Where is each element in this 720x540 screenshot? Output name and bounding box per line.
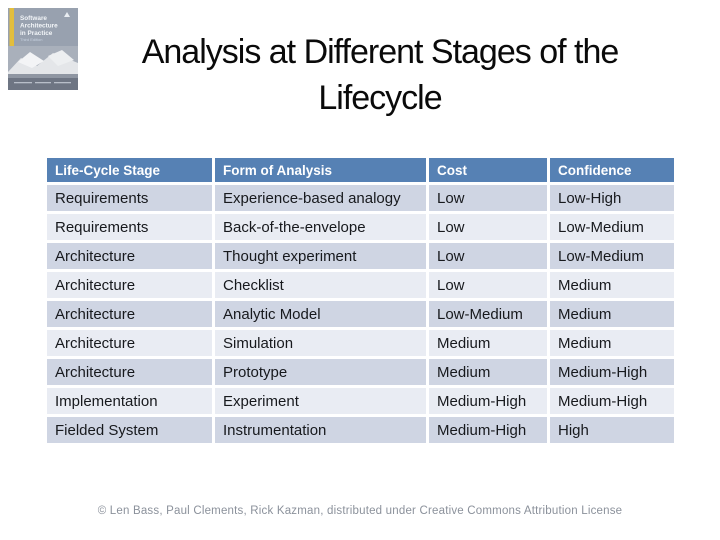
table-header-row: Life-Cycle Stage Form of Analysis Cost Conf… <box>47 158 674 182</box>
table-cell: Medium-High <box>550 388 674 414</box>
table-row: Architecture Thought experiment Low Low-Med… <box>47 243 674 269</box>
table-cell: Analytic Model <box>215 301 426 327</box>
table-cell: High <box>550 417 674 443</box>
table-cell: Architecture <box>47 301 212 327</box>
table-cell: Low <box>429 272 547 298</box>
table-cell: Architecture <box>47 272 212 298</box>
table-cell: Low-Medium <box>550 214 674 240</box>
table-cell: Architecture <box>47 359 212 385</box>
table-cell: Simulation <box>215 330 426 356</box>
publisher-logo-icon <box>64 12 70 17</box>
table-cell: Low <box>429 185 547 211</box>
page-title: Analysis at Different Stages of the Life… <box>90 29 670 121</box>
column-header: Cost <box>429 158 547 182</box>
table-row: Implementation Experiment Medium-High Mediu… <box>47 388 674 414</box>
table-cell: Medium <box>550 301 674 327</box>
table-cell: Low-Medium <box>550 243 674 269</box>
table-cell: Architecture <box>47 243 212 269</box>
table-cell: Low <box>429 214 547 240</box>
table-row: Requirements Experience-based analogy Low L… <box>47 185 674 211</box>
table-cell: Medium <box>550 272 674 298</box>
column-header: Confidence <box>550 158 674 182</box>
table-cell: Medium <box>429 330 547 356</box>
table-cell: Thought experiment <box>215 243 426 269</box>
table-cell: Low-High <box>550 185 674 211</box>
table-cell: Architecture <box>47 330 212 356</box>
footer-credit: © Len Bass, Paul Clements, Rick Kazman, … <box>97 505 623 517</box>
column-header: Life-Cycle Stage <box>47 158 212 182</box>
analysis-table: Life-Cycle Stage Form of Analysis Cost Conf… <box>44 155 677 446</box>
table-row: Architecture Checklist Low Medium <box>47 272 674 298</box>
book-edition-label: Third Edition <box>20 37 42 42</box>
table-cell: Medium <box>429 359 547 385</box>
table-cell: Experience-based analogy <box>215 185 426 211</box>
table-cell: Low <box>429 243 547 269</box>
table-row: Architecture Analytic Model Low-Medium Medi… <box>47 301 674 327</box>
table-cell: Implementation <box>47 388 212 414</box>
table-row: Architecture Prototype Medium Medium-High <box>47 359 674 385</box>
table-cell: Requirements <box>47 185 212 211</box>
table-cell: Low-Medium <box>429 301 547 327</box>
table-row: Fielded System Instrumentation Medium-High… <box>47 417 674 443</box>
table-cell: Medium <box>550 330 674 356</box>
table-cell: Medium-High <box>429 417 547 443</box>
page-title-line1: Analysis at Different Stages of the <box>141 32 620 71</box>
book-title-line3: in Practice <box>20 30 53 37</box>
table-cell: Checklist <box>215 272 426 298</box>
table-cell: Fielded System <box>47 417 212 443</box>
table-row: Requirements Back-of-the-envelope Low Low-M… <box>47 214 674 240</box>
column-header: Form of Analysis <box>215 158 426 182</box>
table-cell: Medium-High <box>429 388 547 414</box>
table-cell: Requirements <box>47 214 212 240</box>
table-row: Architecture Simulation Medium Medium <box>47 330 674 356</box>
table-cell: Back-of-the-envelope <box>215 214 426 240</box>
book-title-line1: Software <box>20 15 47 22</box>
table-cell: Medium-High <box>550 359 674 385</box>
book-cover-image: Software Architecture in Practice Third … <box>8 8 78 90</box>
book-title-line2: Architecture <box>20 23 58 30</box>
page-title-line2: Lifecycle <box>318 78 442 117</box>
table-cell: Prototype <box>215 359 426 385</box>
table-body: Requirements Experience-based analogy Low L… <box>47 185 674 443</box>
table-cell: Instrumentation <box>215 417 426 443</box>
table-cell: Experiment <box>215 388 426 414</box>
opera-house-photo-graphic <box>8 46 78 90</box>
